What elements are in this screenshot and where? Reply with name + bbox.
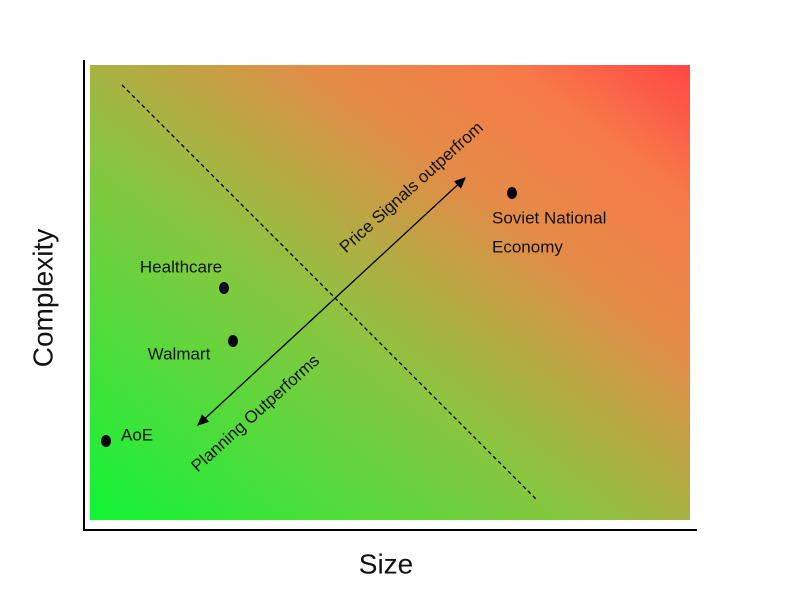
- point-label: AoE: [121, 425, 153, 444]
- y-axis-label: Complexity: [27, 229, 58, 367]
- point-label: Soviet National: [492, 208, 606, 227]
- point-label: Economy: [492, 237, 563, 256]
- plot-background: [90, 65, 690, 520]
- point-dot: [219, 282, 229, 294]
- point-dot: [507, 187, 517, 199]
- x-axis-label: Size: [359, 548, 413, 579]
- point-dot: [228, 335, 238, 347]
- point-label: Healthcare: [140, 257, 222, 276]
- double-arrow: [197, 177, 466, 426]
- point-label: Walmart: [148, 344, 211, 363]
- point-dot: [101, 435, 111, 447]
